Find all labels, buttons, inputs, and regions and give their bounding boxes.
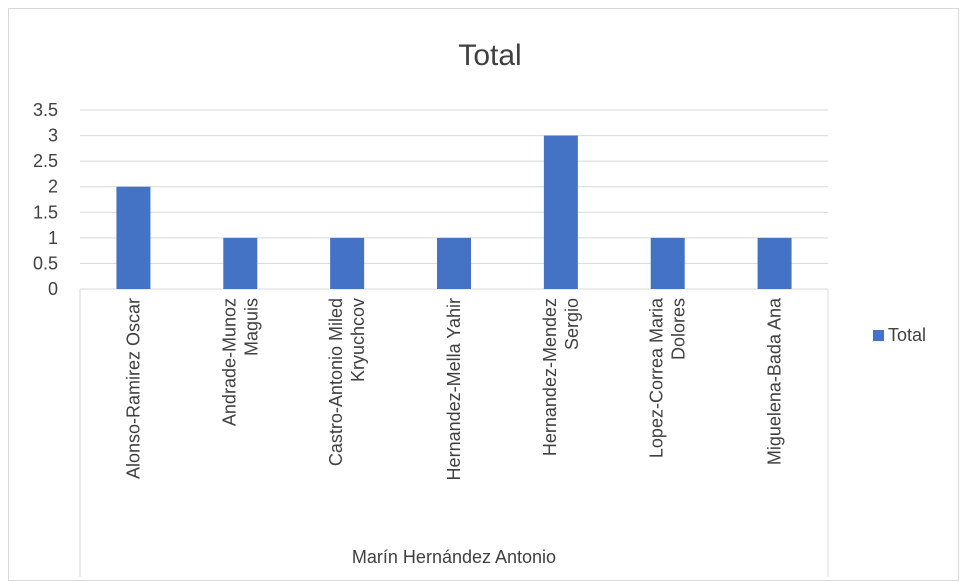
y-tick-label: 3	[48, 126, 58, 146]
x-tick-label: Hernandez-Mella Yahir	[444, 298, 464, 480]
bar	[116, 186, 151, 289]
chart-frame	[8, 8, 959, 581]
x-tick-label: Miguelena-Bada Ana	[765, 297, 785, 465]
x-tick-label: Alonso-Ramirez Oscar	[123, 298, 143, 479]
y-axis-ticks: 0 0.5 1 1.5 2 2.5 3 3.5	[33, 100, 58, 299]
y-tick-label: 1.5	[33, 202, 58, 222]
bar	[437, 237, 471, 289]
y-tick-label: 2.5	[33, 151, 58, 171]
x-tick-label: Dolores	[669, 298, 689, 360]
bars	[116, 135, 792, 289]
y-tick-label: 3.5	[33, 100, 58, 120]
y-tick-label: 2	[48, 177, 58, 197]
legend-label: Total	[888, 325, 927, 345]
x-tick-label: Sergio	[562, 298, 582, 350]
x-axis-title: Marín Hernández Antonio	[352, 547, 556, 567]
bar	[757, 237, 792, 289]
x-tick-label: Kryuchcov	[348, 298, 368, 382]
x-tick-label: Lopez-Correa Maria	[647, 297, 667, 458]
y-tick-label: 1	[48, 228, 58, 248]
x-tick-label: Maguis	[241, 298, 261, 356]
legend: Total	[873, 325, 926, 346]
legend-swatch	[873, 330, 884, 341]
y-tick-label: 0.5	[33, 253, 58, 273]
x-tick-label: Andrade-Munoz	[219, 298, 239, 426]
bar	[543, 135, 578, 289]
bar	[330, 237, 365, 289]
x-tick-label: Hernandez-Mendez	[540, 298, 560, 456]
bar	[223, 237, 258, 289]
x-tick-label: Castro-Antonio Miled	[326, 298, 346, 466]
y-tick-label: 0	[48, 279, 58, 299]
x-axis-labels: Alonso-Ramirez Oscar Andrade-Munoz Maguis C…	[123, 297, 784, 480]
gridlines	[79, 109, 829, 577]
chart-title: Total	[458, 39, 521, 72]
bar	[650, 237, 685, 289]
